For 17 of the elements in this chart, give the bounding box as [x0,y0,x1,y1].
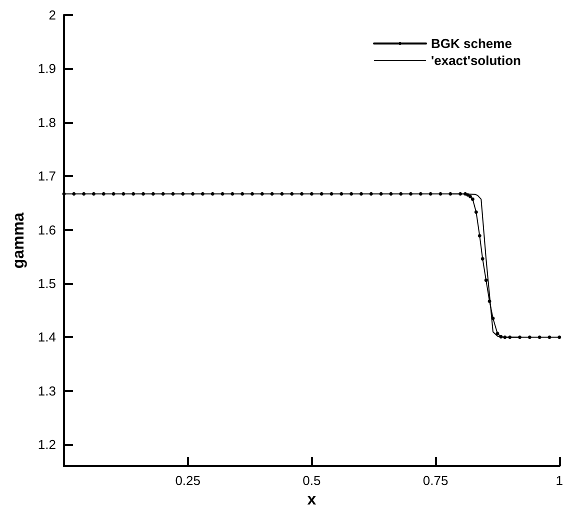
legend-label: 'exact'solution [431,53,522,68]
y-tick-label: 1.9 [38,61,56,76]
y-tick-label: 1.3 [38,383,56,398]
x-axis-title: x [307,492,316,508]
y-tick-label: 1.7 [38,168,56,184]
y-tick-label: 1.6 [38,222,56,238]
x-tick-label: 0.25 [175,473,201,488]
y-tick-label: 1.5 [38,276,56,292]
y-tick-label: 2 [48,8,56,22]
y-tick-label: 1.8 [38,114,56,130]
x-tick-label: 0.5 [302,473,321,488]
y-tick-label: 1.2 [38,437,56,452]
y-tick-label: 1.4 [38,330,56,345]
legend-label: BGK scheme [431,36,512,51]
x-tick-label: 1 [556,473,563,488]
y-axis-title: gamma [10,212,28,269]
x-tick-label: 0.75 [422,473,448,488]
